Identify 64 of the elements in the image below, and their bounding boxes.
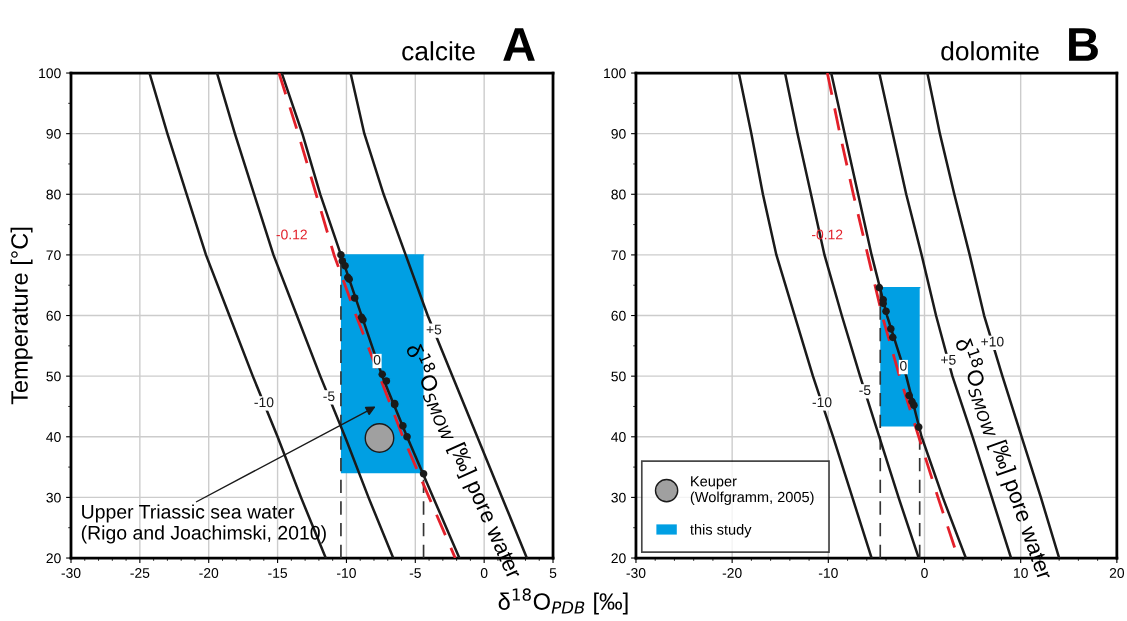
point xyxy=(905,391,913,400)
point xyxy=(378,370,387,379)
series-label: +5 xyxy=(941,355,956,365)
legend-label: Keuper (Wolfgramm, 2005) xyxy=(690,476,814,506)
x-tick-label: -20 xyxy=(722,568,742,578)
point xyxy=(887,325,895,333)
point xyxy=(350,294,359,302)
x-tick-label: 0 xyxy=(921,568,928,578)
y-tick-label: 70 xyxy=(611,250,626,261)
chart-title: dolomite xyxy=(941,41,1039,61)
point xyxy=(382,377,391,385)
y-tick-label: 50 xyxy=(46,371,61,382)
point xyxy=(875,283,884,292)
text: A xyxy=(503,28,535,61)
x-tick-label: 0 xyxy=(480,568,488,578)
x-tick-label: -15 xyxy=(268,568,288,578)
x-tick-label: 5 xyxy=(549,568,557,578)
y-tick-label: 30 xyxy=(46,492,61,503)
y-axis-title: Temperature [°C] xyxy=(10,227,33,405)
series-label: -5 xyxy=(323,391,335,402)
y-tick-label: 90 xyxy=(46,128,61,139)
y-tick-label: 30 xyxy=(611,492,626,503)
x-tick-label: -10 xyxy=(337,568,356,578)
chart-title: calcite xyxy=(402,41,475,61)
series-label: +5 xyxy=(426,324,442,335)
x-tick-label: -30 xyxy=(61,568,81,578)
y-tick-label: 60 xyxy=(46,310,61,321)
x-tick-label: -5 xyxy=(409,568,421,578)
y-tick-label: 100 xyxy=(604,68,626,79)
point xyxy=(888,333,897,342)
legend-label: this study xyxy=(690,524,752,538)
y-tick-label: 50 xyxy=(611,371,626,382)
y-tick-label: 40 xyxy=(611,432,626,442)
text: B xyxy=(1069,28,1098,61)
point xyxy=(910,401,918,410)
y-tick-label: 100 xyxy=(39,68,61,79)
point xyxy=(403,432,411,441)
y-tick-label: 80 xyxy=(46,189,61,200)
series-label: 0 xyxy=(373,354,381,365)
y-tick-label: 90 xyxy=(611,128,626,139)
series-label: -0.12 xyxy=(276,229,307,240)
y-tick-label: 20 xyxy=(611,553,626,564)
series-label: +10 xyxy=(981,336,1004,347)
x-tick-label: 20 xyxy=(1109,568,1125,578)
y-tick-label: 20 xyxy=(46,553,61,564)
series-label: -5 xyxy=(859,385,871,396)
x-tick-label: -10 xyxy=(818,568,838,578)
y-tick-label: 60 xyxy=(611,310,626,321)
point xyxy=(882,307,890,316)
y-tick-label: 40 xyxy=(46,432,61,442)
point xyxy=(914,423,923,431)
x-tick-label: -20 xyxy=(199,568,219,578)
point xyxy=(399,422,407,430)
series-label: -10 xyxy=(254,397,274,408)
x-tick-label: -25 xyxy=(130,568,150,578)
y-tick-label: 70 xyxy=(46,250,61,261)
y-tick-label: 80 xyxy=(611,189,626,200)
x-axis-title: δ$^{18}$O$_{PDB}$ [‰] xyxy=(498,588,628,615)
series-label: -10 xyxy=(812,397,832,408)
series-label: 0 xyxy=(900,360,907,371)
point xyxy=(364,423,395,453)
point xyxy=(341,262,349,270)
x-tick-label: -30 xyxy=(626,568,646,578)
point xyxy=(419,469,428,478)
